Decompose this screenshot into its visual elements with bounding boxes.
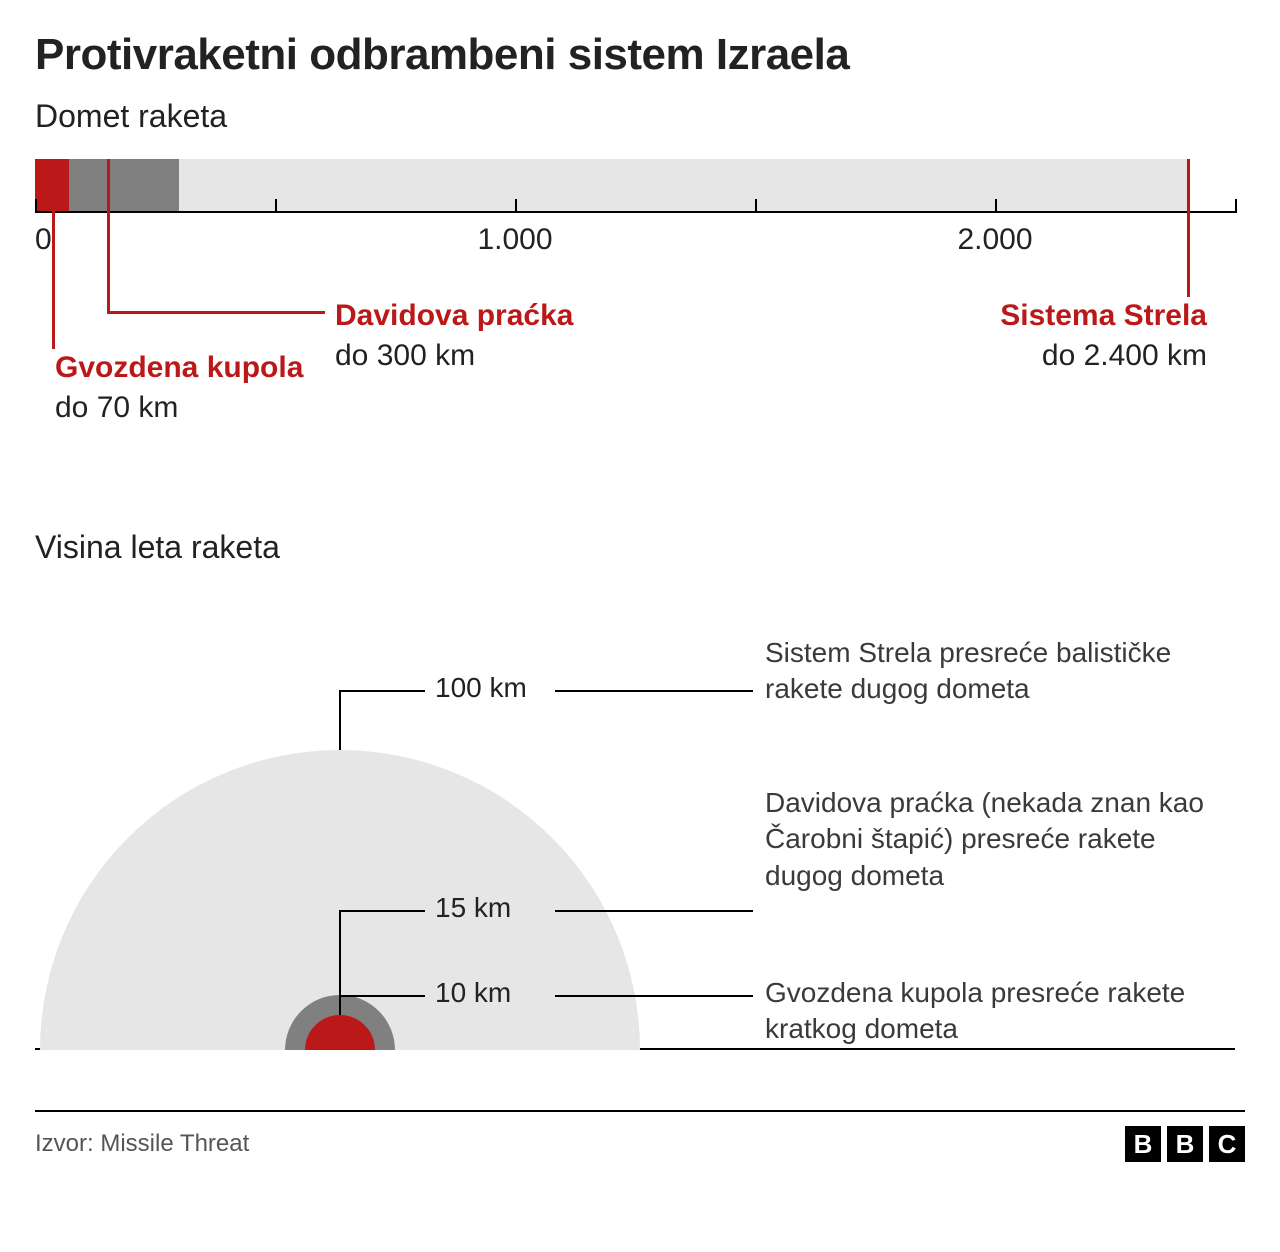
altitude-leader-vert xyxy=(339,690,341,750)
altitude-leader-h2 xyxy=(555,690,753,692)
range-tick xyxy=(995,199,997,213)
altitude-km-label-david: 15 km xyxy=(435,892,511,924)
source-text: Izvor: Missile Threat xyxy=(35,1130,249,1158)
callout-leader xyxy=(1187,159,1190,297)
callout-sub: do 300 km xyxy=(335,337,573,375)
brand-logo: BBC xyxy=(1125,1126,1245,1162)
altitude-desc-dome: Gvozdena kupola presreće rakete kratkog … xyxy=(765,975,1215,1048)
range-callout-label-strela: Sistema Strelado 2.400 km xyxy=(995,297,1207,374)
range-minor-tick xyxy=(1235,199,1237,213)
altitude-desc-david: Davidova praćka (nekada znan kao Čarobni… xyxy=(765,785,1215,894)
range-tick-label: 0 xyxy=(35,223,52,257)
altitude-leader-vert xyxy=(339,995,341,1015)
range-bar-strela xyxy=(35,159,1187,211)
altitude-leader-h2 xyxy=(555,910,753,912)
range-heading: Domet raketa xyxy=(35,98,1245,135)
altitude-leader-h1 xyxy=(340,690,425,692)
range-tick xyxy=(35,199,37,213)
brand-block: C xyxy=(1209,1126,1245,1162)
callout-leader xyxy=(52,159,55,349)
altitude-leader-h1 xyxy=(340,910,425,912)
altitude-chart: 100 km Sistem Strela presreće balističke … xyxy=(35,580,1235,1100)
page-title: Protivraketni odbrambeni sistem Izraela xyxy=(35,30,1245,80)
range-tick-label: 1.000 xyxy=(477,223,552,257)
callout-name: Gvozdena kupola xyxy=(55,349,303,387)
callout-leader xyxy=(107,159,110,314)
altitude-km-label-strela: 100 km xyxy=(435,672,527,704)
callout-name: Davidova praćka xyxy=(335,297,573,335)
callout-elbow xyxy=(107,311,325,314)
altitude-leader-vert xyxy=(339,910,341,995)
callout-name: Sistema Strela xyxy=(995,297,1207,335)
range-tick xyxy=(515,199,517,213)
range-minor-tick xyxy=(755,199,757,213)
brand-block: B xyxy=(1125,1126,1161,1162)
range-tick-label: 2.000 xyxy=(957,223,1032,257)
altitude-leader-h1 xyxy=(340,995,425,997)
callout-sub: do 2.400 km xyxy=(995,337,1207,375)
altitude-heading: Visina leta raketa xyxy=(35,529,1245,566)
brand-block: B xyxy=(1167,1126,1203,1162)
range-minor-tick xyxy=(275,199,277,213)
range-axis xyxy=(35,211,1235,213)
altitude-km-label-dome: 10 km xyxy=(435,977,511,1009)
altitude-desc-strela: Sistem Strela presreće balističke rakete… xyxy=(765,635,1215,708)
range-callout-label-david: Davidova praćkado 300 km xyxy=(335,297,573,374)
footer: Izvor: Missile Threat BBC xyxy=(35,1110,1245,1182)
range-callout-label-dome: Gvozdena kupolado 70 km xyxy=(55,349,303,426)
callout-sub: do 70 km xyxy=(55,389,303,427)
range-chart: 0 1.000 2.000 Gvozdena kupolado 70 km Davido… xyxy=(35,149,1235,489)
altitude-leader-h2 xyxy=(555,995,753,997)
